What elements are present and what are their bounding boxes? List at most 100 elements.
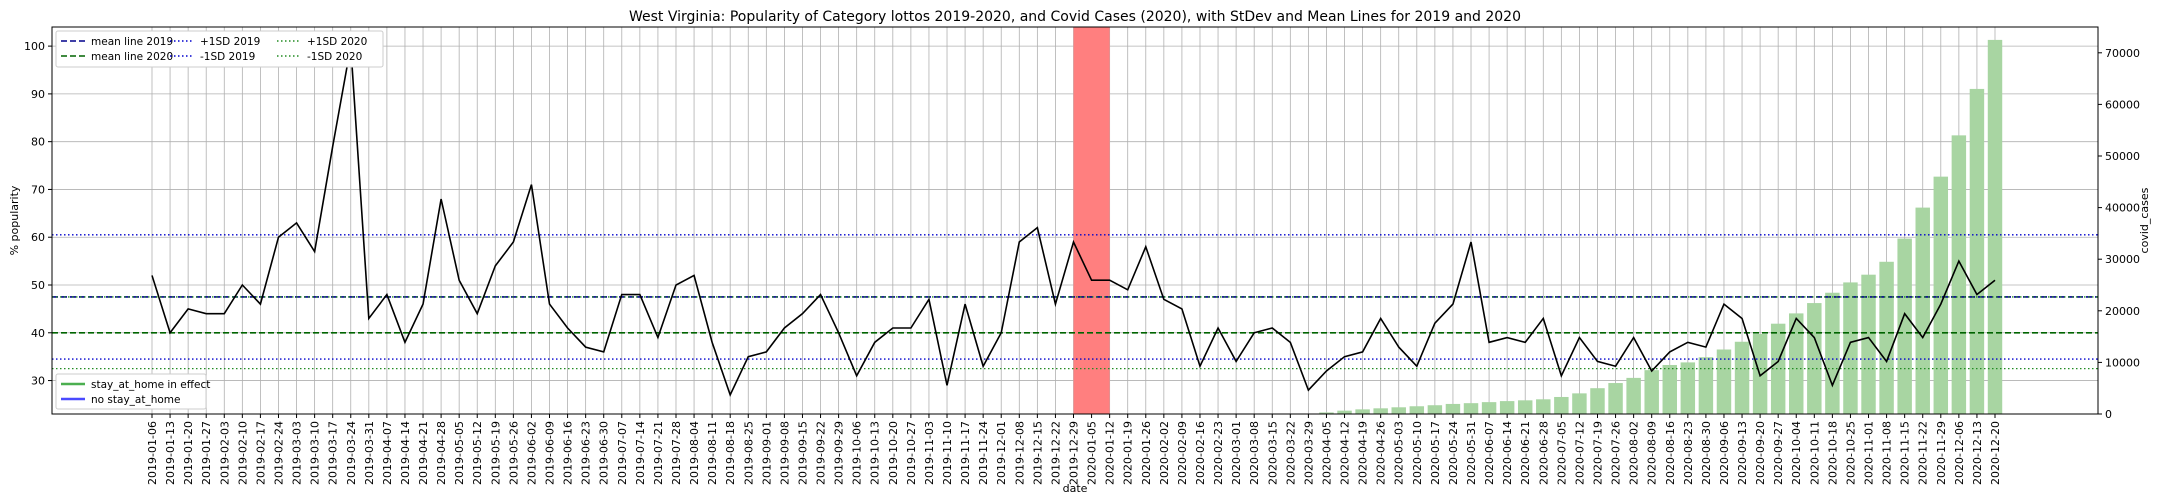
legend-label: -1SD 2020: [307, 51, 362, 63]
x-tick-label: 2020-03-15: [1266, 421, 1279, 485]
y-tick-label: 90: [31, 88, 45, 101]
y2-axis-ticks: 0 10000 20000 30000 40000 50000 60000 70000: [2098, 47, 2140, 421]
x-tick-label: 2019-03-31: [363, 421, 376, 485]
covid-bar: [1608, 383, 1623, 414]
x-tick-label: 2019-06-02: [525, 421, 538, 485]
covid-bar: [1716, 349, 1732, 414]
covid-bar: [1463, 403, 1479, 414]
x-tick-label: 2020-02-02: [1158, 421, 1171, 485]
x-tick-label: 2019-10-20: [887, 421, 900, 485]
legend-box: [55, 30, 384, 68]
x-tick-label: 2019-05-19: [489, 421, 502, 485]
popularity-line: [151, 45, 1996, 398]
legend2-box: [55, 373, 207, 410]
covid-bar: [1734, 341, 1750, 414]
y2-tick-label: 30000: [2105, 253, 2140, 266]
x-tick-label: 2019-02-10: [236, 421, 249, 485]
x-tick-label: 2020-08-23: [1682, 421, 1695, 485]
legend-label: +1SD 2020: [307, 36, 367, 48]
x-tick-label: 2020-10-18: [1826, 421, 1839, 485]
y2-tick-label: 10000: [2105, 356, 2140, 369]
x-tick-label: 2020-07-12: [1573, 421, 1586, 485]
covid-bar: [1861, 274, 1876, 414]
y2-tick-label: 70000: [2105, 47, 2140, 60]
x-tick-label: 2020-05-24: [1447, 421, 1460, 485]
x-tick-label: 2019-08-18: [724, 421, 737, 485]
x-tick-label: 2019-12-08: [1013, 421, 1026, 485]
covid-bar: [1915, 207, 1930, 414]
x-tick-label: 2019-12-15: [1031, 421, 1044, 485]
x-tick-label: 2019-03-24: [345, 421, 358, 485]
covid-bar: [1825, 292, 1840, 414]
legend-label: mean line 2019: [91, 36, 173, 48]
x-tick-label: 2019-10-13: [869, 421, 882, 485]
x-tick-label: 2019-06-30: [598, 421, 611, 485]
x-tick-label: 2020-04-19: [1357, 421, 1370, 485]
x-tick-label: 2019-10-06: [851, 421, 864, 485]
x-tick-label: 2020-06-14: [1501, 421, 1514, 485]
covid-bar: [1572, 393, 1587, 414]
x-tick-label: 2020-10-25: [1844, 421, 1857, 485]
x-tick-label: 2019-01-20: [182, 421, 195, 485]
x-tick-label: 2020-09-20: [1754, 421, 1767, 485]
y2-tick-label: 40000: [2105, 202, 2140, 215]
x-tick-label: 2020-08-30: [1700, 421, 1713, 485]
x-tick-label: 2020-02-09: [1176, 421, 1189, 485]
x-tick-label: 2019-03-03: [291, 421, 304, 485]
covid-bar: [1626, 377, 1641, 414]
x-tick-label: 2019-01-13: [164, 421, 177, 485]
x-tick-label: 2019-11-17: [959, 421, 972, 485]
x-tick-label: 2020-02-23: [1212, 421, 1225, 485]
x-tick-label: 2020-07-19: [1591, 421, 1604, 485]
covid-bar: [1373, 408, 1388, 414]
y-axis-label: % popularity: [8, 185, 21, 255]
x-tick-label: 2019-09-08: [778, 421, 791, 485]
x-tick-label: 2019-02-24: [272, 421, 285, 485]
x-tick-label: 2019-08-25: [742, 421, 755, 485]
stay-at-home-span: [1073, 27, 1110, 414]
x-tick-label: 2019-05-05: [453, 421, 466, 485]
x-tick-label: 2020-11-22: [1917, 421, 1930, 485]
x-tick-label: 2019-03-10: [309, 421, 322, 485]
covid-bar: [1536, 399, 1551, 414]
y-tick-label: 40: [31, 327, 45, 340]
chart-title: West Virginia: Popularity of Category lo…: [629, 9, 1521, 25]
legend-stay-at-home: stay_at_home in effect no stay_at_home: [55, 373, 210, 410]
x-tick-label: 2020-12-13: [1971, 421, 1984, 485]
covid-bar: [1987, 39, 2003, 414]
covid-bar: [1698, 357, 1714, 414]
x-tick-label: 2020-04-12: [1339, 421, 1352, 485]
legend2-label: stay_at_home in effect: [91, 379, 210, 391]
x-tick-label: 2020-05-31: [1465, 421, 1478, 485]
x-tick-label: 2020-11-29: [1935, 421, 1948, 485]
covid-bar: [1680, 362, 1696, 414]
x-tick-label: 2019-06-16: [562, 421, 575, 485]
x-tick-label: 2020-12-20: [1989, 421, 2002, 485]
covid-bar: [1969, 88, 1985, 414]
x-tick-label: 2019-09-22: [815, 421, 828, 485]
x-tick-label: 2019-05-26: [507, 421, 520, 485]
x-tick-label: 2019-10-27: [905, 421, 918, 485]
covid-bar: [1337, 410, 1352, 414]
y-tick-label: 50: [31, 279, 45, 292]
x-tick-label: 2019-06-23: [580, 421, 593, 485]
covid-bar: [1409, 406, 1425, 414]
x-tick-label: 2020-05-10: [1411, 421, 1424, 485]
covid-bar: [1807, 303, 1822, 414]
covid-bar: [1481, 402, 1497, 414]
x-tick-label: 2019-07-14: [634, 421, 647, 485]
x-tick-label: 2019-04-21: [417, 421, 430, 485]
covid-bar: [1590, 388, 1605, 414]
x-tick-label: 2020-06-07: [1483, 421, 1496, 485]
reference-lines: [52, 234, 2098, 370]
y2-axis-label: covid_cases: [2138, 187, 2151, 253]
x-tick-label: 2020-01-12: [1104, 421, 1117, 485]
x-tick-label: 2019-07-28: [670, 421, 683, 485]
x-tick-label: 2020-07-05: [1555, 421, 1568, 485]
covid-bar: [1897, 238, 1912, 414]
covid-bar: [1644, 370, 1659, 414]
x-tick-label: 2020-03-01: [1230, 421, 1243, 485]
y-tick-label: 30: [31, 375, 45, 388]
x-tick-label: 2020-03-08: [1248, 421, 1261, 485]
x-tick-label: 2020-09-27: [1772, 421, 1785, 485]
